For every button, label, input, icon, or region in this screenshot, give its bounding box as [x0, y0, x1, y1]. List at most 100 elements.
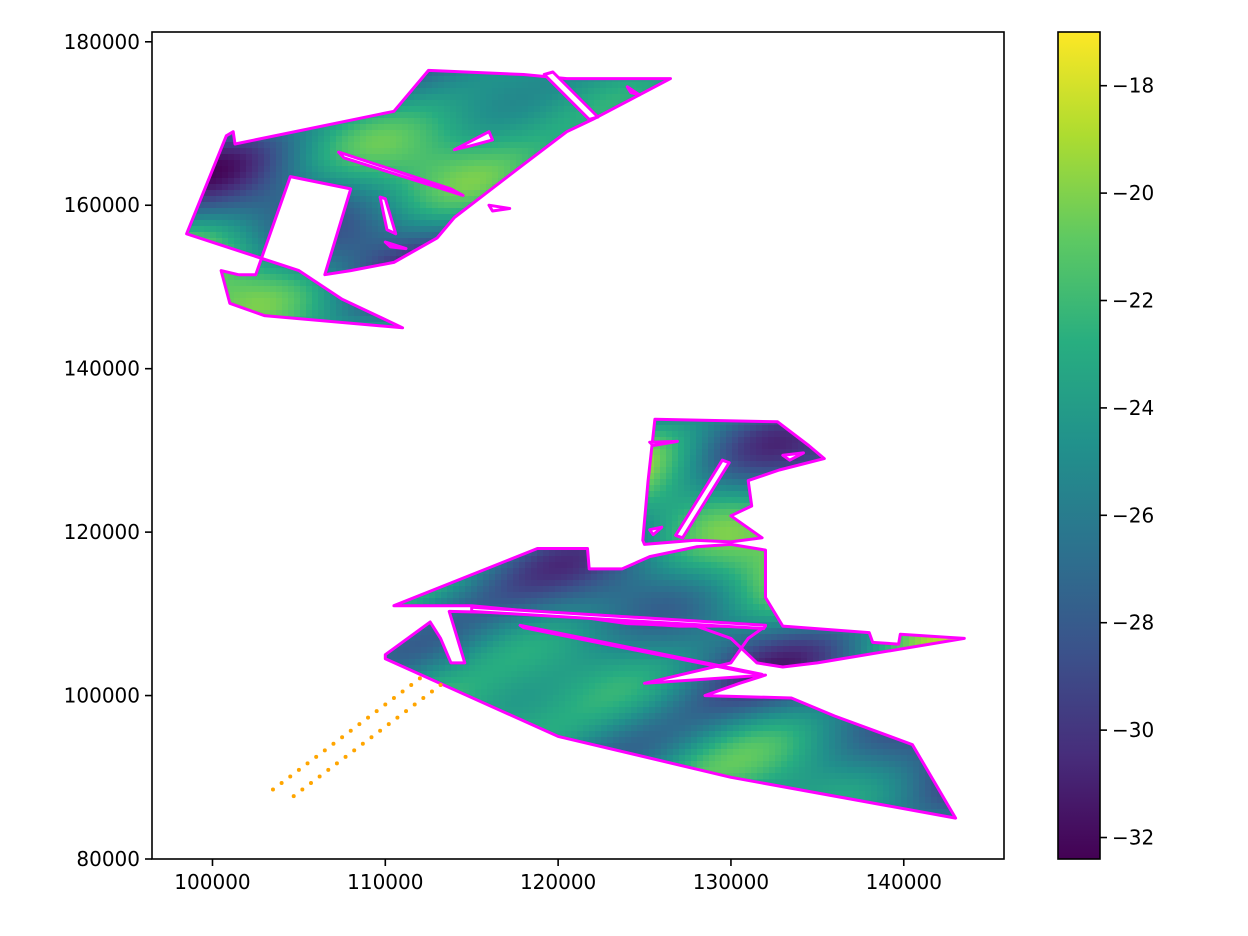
heat-cell [630, 298, 637, 305]
heat-cell [252, 292, 259, 299]
heat-cell [426, 118, 433, 125]
heat-cell [421, 641, 428, 648]
heat-cell [624, 160, 631, 167]
heat-cell [421, 809, 428, 816]
heat-cell [390, 172, 397, 179]
heat-cell [324, 238, 331, 245]
heat-cell [463, 641, 470, 648]
heat-cell [571, 731, 578, 738]
heat-cell [324, 82, 331, 89]
heat-cell [534, 142, 541, 149]
heat-cell [378, 124, 385, 131]
heat-cell [433, 671, 440, 678]
heat-cell [666, 190, 671, 197]
heat-cell [222, 304, 229, 311]
heat-cell [577, 773, 584, 780]
heat-cell [588, 184, 595, 191]
heat-cell [582, 286, 589, 293]
heat-cell [420, 262, 427, 269]
heat-cell [264, 94, 271, 101]
heat-cell [415, 635, 422, 642]
heat-cell [582, 250, 589, 257]
heat-cell [270, 142, 277, 149]
heat-cell [648, 70, 655, 77]
heat-cell [571, 677, 578, 684]
heat-cell [570, 202, 577, 209]
heat-cell [504, 142, 511, 149]
heat-cell [216, 94, 223, 101]
heat-cell [486, 160, 493, 167]
heat-cell [624, 268, 631, 275]
heat-cell [444, 244, 451, 251]
heat-cell [529, 701, 536, 708]
heat-cell [409, 773, 416, 780]
heat-cell [456, 262, 463, 269]
heat-cell [511, 665, 518, 672]
heat-cell [216, 100, 223, 107]
heat-cell [360, 250, 367, 257]
heat-cell [631, 749, 638, 756]
heat-cell [654, 190, 661, 197]
heat-cell [294, 196, 301, 203]
heat-cell [276, 310, 283, 317]
heat-cell [360, 262, 367, 269]
heat-cell [469, 713, 476, 720]
heat-cell [438, 166, 445, 173]
heat-cell [493, 677, 500, 684]
heat-cell [294, 154, 301, 161]
heat-cell [607, 791, 614, 798]
heat-cell [583, 749, 590, 756]
heat-cell [493, 767, 500, 774]
heat-cell [385, 749, 392, 756]
heat-cell [192, 286, 199, 293]
heat-cell [529, 785, 536, 792]
heat-cell [547, 779, 554, 786]
heat-cell [619, 767, 626, 774]
heat-cell [402, 280, 409, 287]
heat-cell [426, 214, 433, 221]
heat-cell [462, 106, 469, 113]
heat-cell [348, 232, 355, 239]
heat-cell [228, 226, 235, 233]
heat-cell [324, 220, 331, 227]
heat-cell [421, 617, 428, 624]
heat-cell [396, 232, 403, 239]
heat-cell [486, 112, 493, 119]
heat-cell [510, 220, 517, 227]
heat-cell [564, 148, 571, 155]
heat-cell [378, 244, 385, 251]
heat-cell [630, 148, 637, 155]
heat-cell [636, 178, 643, 185]
heat-cell [270, 280, 277, 287]
heat-cell [660, 292, 667, 299]
heat-cell [457, 797, 464, 804]
heat-cell [474, 238, 481, 245]
heat-cell [456, 172, 463, 179]
heat-cell [228, 94, 235, 101]
heat-cell [216, 250, 223, 257]
heat-cell [577, 641, 584, 648]
heat-cell [222, 262, 229, 269]
heat-cell [529, 791, 536, 798]
heat-cell [613, 683, 620, 690]
heat-cell [444, 148, 451, 155]
heat-cell [528, 82, 535, 89]
heat-cell [565, 647, 572, 654]
heat-cell [384, 190, 391, 197]
heat-cell [559, 695, 566, 702]
heat-cell [529, 713, 536, 720]
heat-cell [474, 160, 481, 167]
heat-cell [534, 178, 541, 185]
heat-cell [306, 160, 313, 167]
heat-cell [631, 701, 638, 708]
heat-cell [528, 262, 535, 269]
heat-cell [583, 623, 590, 630]
heat-cell [559, 629, 566, 636]
heat-cell [601, 677, 608, 684]
heat-cell [312, 154, 319, 161]
heat-cell [348, 184, 355, 191]
heat-cell [625, 767, 632, 774]
heat-cell [360, 238, 367, 245]
heat-cell [558, 70, 565, 77]
heat-cell [420, 142, 427, 149]
